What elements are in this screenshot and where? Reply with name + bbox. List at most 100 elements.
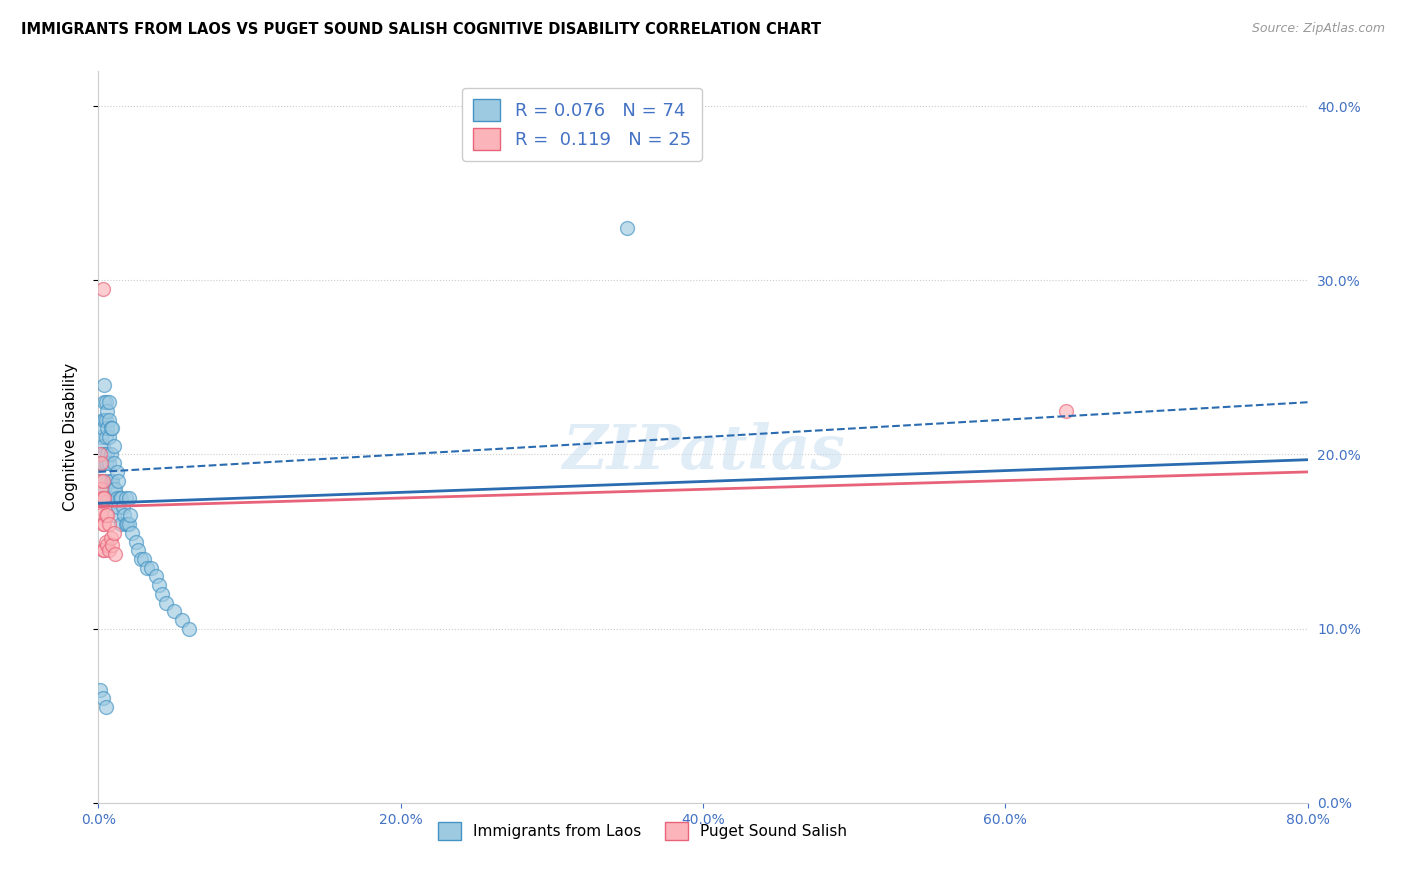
Point: [91, 491, 114, 505]
Point: [98, 456, 121, 470]
Point: [105, 465, 128, 479]
Point: [91, 543, 114, 558]
Point: [170, 613, 193, 627]
Point: [114, 517, 136, 532]
Point: [98, 395, 121, 409]
Point: [91, 412, 114, 426]
Point: [89, 456, 111, 470]
Point: [104, 547, 127, 561]
Point: [132, 552, 155, 566]
Point: [91, 517, 114, 532]
Point: [616, 221, 638, 235]
Point: [145, 569, 167, 583]
Point: [111, 500, 134, 514]
Point: [98, 430, 121, 444]
Point: [100, 531, 122, 545]
Point: [94, 430, 117, 444]
Point: [103, 483, 125, 497]
Point: [103, 456, 125, 470]
Point: [94, 456, 117, 470]
Point: [96, 448, 118, 462]
Point: [90, 483, 112, 497]
Point: [120, 508, 142, 523]
Point: [90, 491, 112, 505]
Point: [98, 543, 121, 558]
Point: [1054, 404, 1077, 418]
Point: [100, 448, 122, 462]
Point: [135, 560, 157, 574]
Point: [101, 538, 124, 552]
Point: [94, 491, 117, 505]
Point: [100, 421, 122, 435]
Point: [129, 552, 152, 566]
Point: [89, 682, 111, 697]
Point: [93, 395, 115, 409]
Point: [91, 456, 114, 470]
Point: [96, 474, 118, 488]
Text: Source: ZipAtlas.com: Source: ZipAtlas.com: [1251, 22, 1385, 36]
Point: [101, 421, 124, 435]
Point: [103, 439, 125, 453]
Point: [96, 538, 118, 552]
Point: [121, 525, 143, 540]
Point: [101, 474, 124, 488]
Point: [90, 508, 112, 523]
Point: [90, 456, 112, 470]
Point: [94, 412, 117, 426]
Point: [110, 517, 132, 532]
Point: [93, 543, 115, 558]
Point: [114, 491, 136, 505]
Point: [89, 491, 111, 505]
Point: [89, 448, 111, 462]
Y-axis label: Cognitive Disability: Cognitive Disability: [63, 363, 77, 511]
Legend: Immigrants from Laos, Puget Sound Salish: Immigrants from Laos, Puget Sound Salish: [432, 815, 853, 847]
Point: [89, 474, 111, 488]
Point: [118, 517, 141, 532]
Point: [127, 543, 149, 558]
Point: [90, 456, 112, 470]
Point: [163, 604, 186, 618]
Point: [103, 508, 125, 523]
Point: [94, 508, 117, 523]
Point: [108, 491, 131, 505]
Point: [93, 517, 115, 532]
Point: [150, 587, 173, 601]
Point: [93, 448, 115, 462]
Point: [93, 491, 115, 505]
Point: [91, 439, 114, 453]
Point: [98, 491, 121, 505]
Point: [98, 517, 121, 532]
Point: [91, 421, 114, 435]
Point: [107, 500, 129, 514]
Point: [96, 508, 118, 523]
Point: [141, 560, 163, 574]
Point: [112, 508, 135, 523]
Point: [107, 474, 129, 488]
Point: [93, 483, 115, 497]
Point: [93, 377, 115, 392]
Point: [155, 595, 177, 609]
Point: [90, 430, 112, 444]
Point: [91, 474, 114, 488]
Point: [148, 578, 170, 592]
Point: [105, 491, 128, 505]
Point: [94, 700, 117, 714]
Point: [94, 534, 117, 549]
Point: [91, 282, 114, 296]
Point: [125, 534, 148, 549]
Point: [93, 412, 115, 426]
Point: [98, 412, 121, 426]
Point: [100, 474, 122, 488]
Point: [96, 421, 118, 435]
Point: [104, 483, 127, 497]
Text: IMMIGRANTS FROM LAOS VS PUGET SOUND SALISH COGNITIVE DISABILITY CORRELATION CHAR: IMMIGRANTS FROM LAOS VS PUGET SOUND SALI…: [21, 22, 821, 37]
Point: [179, 622, 201, 636]
Point: [118, 491, 141, 505]
Point: [89, 491, 111, 505]
Point: [96, 404, 118, 418]
Point: [115, 517, 138, 532]
Point: [90, 448, 112, 462]
Point: [103, 525, 125, 540]
Point: [89, 474, 111, 488]
Point: [91, 691, 114, 706]
